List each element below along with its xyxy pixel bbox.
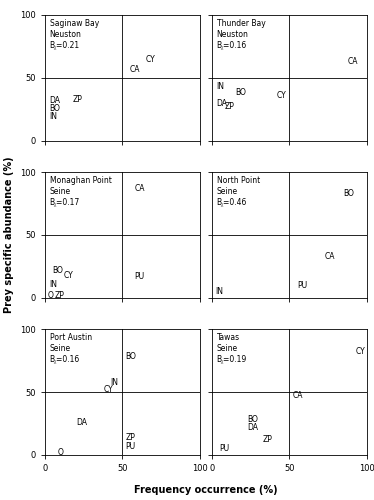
Text: O: O: [57, 448, 63, 457]
Text: Monaghan Point
Seine
B⁁=0.17: Monaghan Point Seine B⁁=0.17: [49, 176, 111, 207]
Text: CA: CA: [292, 392, 303, 400]
Text: CY: CY: [356, 348, 365, 356]
Text: DA: DA: [76, 418, 87, 427]
Text: Tawas
Seine
B⁁=0.19: Tawas Seine B⁁=0.19: [217, 333, 247, 364]
Text: BO: BO: [125, 352, 136, 362]
Text: BO: BO: [235, 88, 246, 98]
Text: Saginaw Bay
Neuston
B⁁=0.21: Saginaw Bay Neuston B⁁=0.21: [49, 19, 99, 50]
Text: DA: DA: [248, 423, 258, 432]
Text: CY: CY: [145, 54, 155, 64]
Text: DA: DA: [49, 96, 61, 105]
Text: CA: CA: [135, 184, 145, 193]
Text: BO: BO: [343, 189, 354, 198]
Text: BO: BO: [49, 104, 60, 112]
Text: CY: CY: [104, 385, 113, 394]
Text: IN: IN: [217, 82, 224, 91]
Text: IN: IN: [49, 112, 58, 122]
Text: North Point
Seine
B⁁=0.46: North Point Seine B⁁=0.46: [217, 176, 260, 207]
Text: IN: IN: [215, 287, 223, 296]
Text: ZP: ZP: [73, 94, 83, 104]
Text: IN: IN: [49, 280, 58, 288]
Text: CA: CA: [130, 64, 140, 74]
Text: BO: BO: [53, 266, 64, 274]
Text: ZP: ZP: [263, 436, 273, 444]
Text: CY: CY: [64, 270, 73, 280]
Text: CY: CY: [277, 91, 286, 100]
Text: PU: PU: [135, 272, 145, 281]
Text: Prey specific abundance (%): Prey specific abundance (%): [4, 156, 14, 314]
Text: PU: PU: [220, 444, 230, 453]
Text: PU: PU: [125, 442, 135, 450]
Text: BO: BO: [248, 416, 258, 424]
Text: O: O: [48, 291, 54, 300]
Text: DA: DA: [217, 98, 227, 108]
Text: ZP: ZP: [54, 291, 64, 300]
Text: Thunder Bay
Neuston
B⁁=0.16: Thunder Bay Neuston B⁁=0.16: [217, 19, 265, 50]
Text: CA: CA: [348, 57, 358, 66]
Text: CA: CA: [325, 252, 335, 261]
Text: Frequency occurrence (%): Frequency occurrence (%): [134, 485, 278, 495]
Text: Port Austin
Seine
B⁁=0.16: Port Austin Seine B⁁=0.16: [49, 333, 92, 364]
Text: PU: PU: [297, 281, 307, 290]
Text: ZP: ZP: [224, 102, 234, 112]
Text: IN: IN: [110, 378, 118, 386]
Text: ZP: ZP: [125, 433, 135, 442]
